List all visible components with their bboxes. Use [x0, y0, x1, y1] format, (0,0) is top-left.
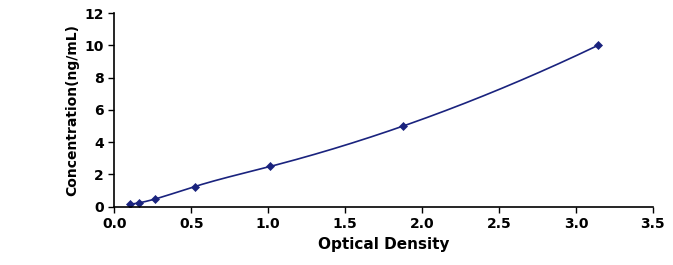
Y-axis label: Concentration(ng/mL): Concentration(ng/mL) — [65, 24, 79, 196]
X-axis label: Optical Density: Optical Density — [318, 237, 450, 252]
